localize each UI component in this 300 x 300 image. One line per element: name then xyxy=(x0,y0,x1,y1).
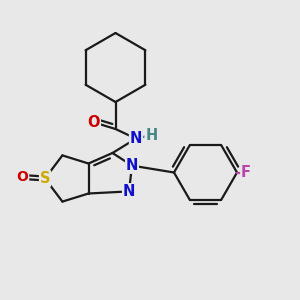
Text: H: H xyxy=(146,128,158,142)
Text: S: S xyxy=(40,171,50,186)
Text: N: N xyxy=(130,131,142,146)
Text: O: O xyxy=(88,115,100,130)
Text: N: N xyxy=(123,184,135,199)
Text: O: O xyxy=(16,170,28,184)
Text: F: F xyxy=(241,165,251,180)
Text: N: N xyxy=(126,158,138,173)
